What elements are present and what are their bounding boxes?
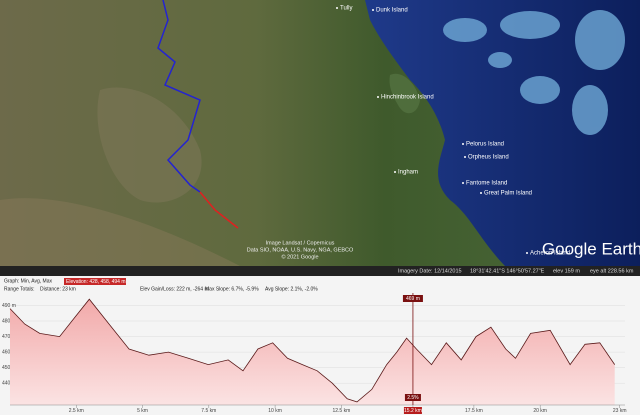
cursor-elevation: 469 m [406, 296, 420, 302]
y-tick-label: 480 m [2, 318, 16, 324]
cursor-badge [402, 295, 423, 302]
logo: Google Earth [542, 239, 640, 258]
status-bar [0, 266, 640, 276]
y-tick-label: 460 m [2, 349, 16, 355]
x-tick-label: 23 km [613, 408, 627, 414]
place-label: Ingham [398, 170, 418, 176]
place-label: Orpheus Island [468, 155, 509, 161]
eye-alt: eye alt 228.56 km [590, 268, 634, 274]
y-tick-label: 490 m [2, 303, 16, 309]
place-dot [462, 143, 464, 145]
graph-label: Graph: Min, Avg, Max [4, 278, 52, 284]
place-dot [480, 192, 482, 194]
elevation: elev 159 m [553, 268, 580, 274]
route-selection [199, 191, 239, 229]
place-dot [394, 171, 396, 173]
place-dot [526, 252, 528, 254]
route [157, 0, 201, 193]
max-slope: Max Slope: 6.7%, -5.9% [205, 286, 259, 292]
elev-gain: Elev Gain/Loss: 222 m, -264 m [140, 286, 209, 292]
y-tick-label: 450 m [2, 365, 16, 371]
ocean [365, 0, 640, 266]
elevation-summary: Elevation: 428, 458, 494 m [66, 279, 126, 285]
y-tick-label: 470 m [2, 334, 16, 340]
place-label: Pelorus Island [466, 142, 504, 148]
place-label: Tully [340, 6, 352, 12]
x-tick-label: 2.5 km [69, 408, 84, 414]
place-dot [377, 96, 379, 98]
place-dot [372, 9, 374, 11]
range-totals: Range Totals: [4, 286, 34, 292]
x-tick-highlight [403, 407, 422, 414]
cursor-slope-badge [404, 394, 421, 401]
x-tick-label: 17.5 km [465, 408, 483, 414]
distance: Distance: 23 km [40, 286, 76, 292]
avg-slope: Avg Slope: 2.1%, -2.0% [265, 286, 318, 292]
attribution: © 2021 Google [281, 253, 318, 260]
y-tick-label: 440 m [2, 381, 16, 387]
x-tick-label: 15.2 km [404, 408, 422, 414]
x-tick-label: 7.5 km [201, 408, 216, 414]
place-label: Hinchinbrook Island [381, 95, 434, 101]
x-tick-label: 10 km [268, 408, 282, 414]
place-dot [336, 7, 338, 9]
profile-line [9, 298, 616, 403]
island [389, 73, 420, 114]
place-label: Great Palm Island [484, 191, 532, 197]
x-tick-label: 20 km [533, 408, 547, 414]
terrain [0, 198, 240, 266]
coordinates: 18°31'42.41"S 146°50'57.27"E [470, 268, 545, 274]
elevation-badge [64, 278, 126, 285]
place-dot [462, 182, 464, 184]
attribution: Data SIO, NOAA, U.S. Navy, NGA, GEBCO [247, 247, 354, 253]
x-tick-label: 5 km [137, 408, 148, 414]
reefs [443, 10, 625, 135]
place-dot [464, 156, 466, 158]
cursor-slope: 2.5% [407, 395, 419, 401]
terrain [97, 87, 202, 203]
attribution: Image Landsat / Copernicus [266, 240, 335, 246]
place-label: Dunk Island [376, 8, 408, 14]
place-label: Fantome Island [466, 181, 507, 187]
x-tick-label: 12.5 km [332, 408, 350, 414]
profile-area [10, 299, 615, 405]
place-label: Acheron Island [530, 251, 570, 257]
imagery-date: Imagery Date: 12/14/2015 [398, 268, 462, 274]
